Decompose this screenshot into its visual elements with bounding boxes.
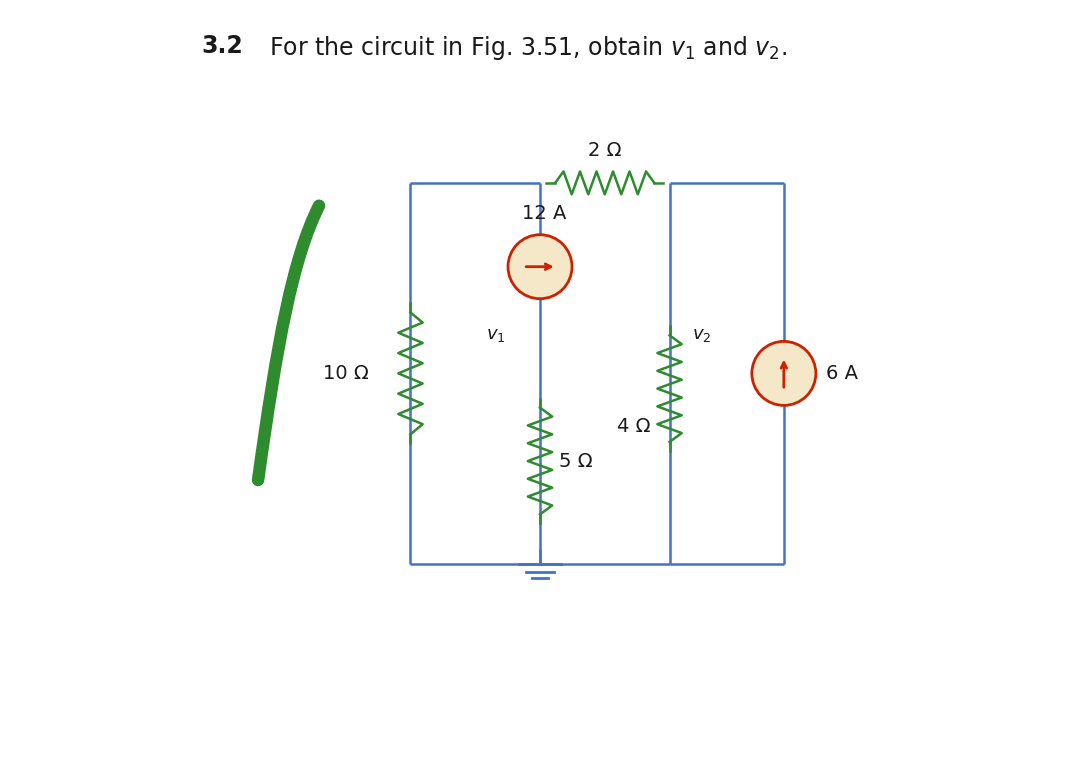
Text: For the circuit in Fig. 3.51, obtain $v_1$ and $v_2$.: For the circuit in Fig. 3.51, obtain $v_… xyxy=(270,34,787,62)
Text: 10 Ω: 10 Ω xyxy=(323,364,368,383)
Text: 2 Ω: 2 Ω xyxy=(588,141,621,160)
Text: $v_2$: $v_2$ xyxy=(692,326,712,344)
Text: 12 A: 12 A xyxy=(522,203,566,223)
Text: 6 A: 6 A xyxy=(826,364,858,383)
Text: $v_1$: $v_1$ xyxy=(486,326,505,344)
Circle shape xyxy=(752,341,815,405)
Text: 5 Ω: 5 Ω xyxy=(559,452,593,470)
Circle shape xyxy=(508,235,572,299)
Text: 4 Ω: 4 Ω xyxy=(617,418,650,436)
Text: 3.2: 3.2 xyxy=(201,34,243,58)
